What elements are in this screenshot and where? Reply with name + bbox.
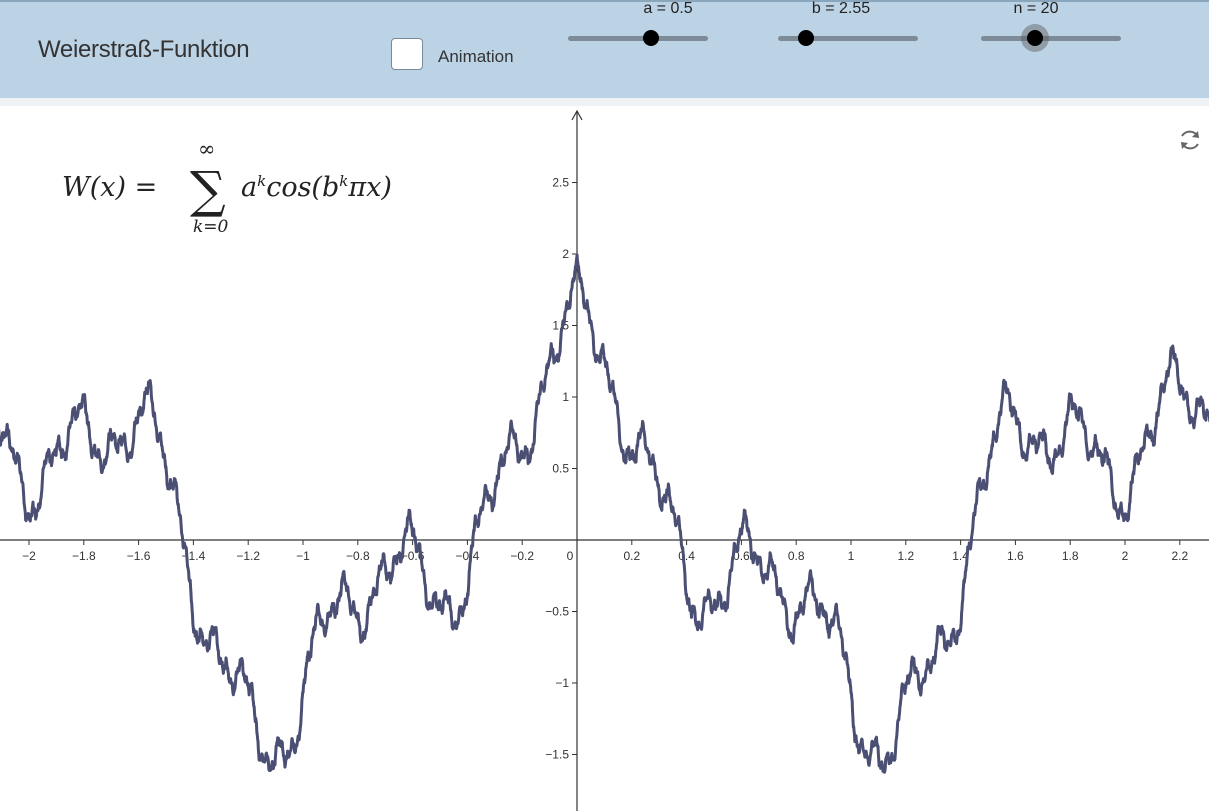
animation-label: Animation: [438, 47, 514, 66]
weierstrass-curve: [0, 253, 1209, 774]
sum-upper-limit: ∞: [198, 137, 216, 161]
y-axis-arrow: [571, 109, 583, 121]
term-cos: cos(b: [266, 172, 340, 203]
x-tick-label: 0.8: [788, 549, 805, 563]
y-tick-label: 2.5: [552, 176, 569, 190]
x-tick-label: −1: [296, 549, 310, 563]
slider-a-track[interactable]: [568, 36, 708, 41]
slider-a-label: a = 0.5: [643, 0, 693, 17]
slider-b[interactable]: b = 2.55: [778, 0, 918, 46]
toolbar: Weierstraß-Funktion Animation a = 0.5 b …: [0, 0, 1209, 98]
y-tick-label: −1: [555, 676, 569, 690]
x-tick-label: −1.6: [127, 549, 151, 563]
x-tick-label: 1.8: [1062, 549, 1079, 563]
sum-symbol: ∑: [190, 161, 226, 219]
toolbar-shadow: [0, 98, 1209, 106]
x-tick-label: −1.8: [72, 549, 96, 563]
term-a: a: [241, 172, 258, 203]
animation-checkbox[interactable]: [391, 38, 423, 70]
x-tick-label: 1.4: [952, 549, 969, 563]
x-tick-label: −0.4: [456, 549, 480, 563]
slider-n-label: n = 20: [1013, 0, 1059, 17]
x-tick-label: −2: [22, 549, 36, 563]
y-tick-label: −1.5: [545, 748, 569, 762]
slider-n-track[interactable]: [981, 36, 1121, 41]
x-tick-label: 0.4: [678, 549, 695, 563]
slider-n[interactable]: n = 20: [981, 0, 1121, 46]
refresh-icon[interactable]: [1176, 126, 1204, 154]
app-title: Weierstraß-Funktion: [38, 36, 250, 63]
x-tick-label: 0: [567, 549, 574, 563]
graphics-view[interactable]: −2 −1.8 −1.6 −1.4 −1.2 −1 −0.8 −0.6 −0.4 −0.2 0 0.2…: [0, 106, 1209, 811]
slider-a-knob[interactable]: [643, 30, 659, 46]
formula-lhs: W(x) =: [62, 172, 158, 203]
slider-b-knob[interactable]: [798, 30, 814, 46]
sum-lower-limit: k=0: [193, 217, 229, 237]
slider-n-knob[interactable]: [1027, 30, 1043, 46]
slider-a[interactable]: a = 0.5: [568, 0, 708, 46]
term-tail: πx): [348, 172, 392, 203]
x-tick-label: −0.6: [401, 549, 425, 563]
x-tick-label: 1.2: [897, 549, 914, 563]
y-tick-label: 2: [562, 247, 569, 261]
x-tick-label: −0.8: [346, 549, 370, 563]
x-tick-label: 2.2: [1171, 549, 1188, 563]
tick-marks: −2 −1.8 −1.6 −1.4 −1.2 −1 −0.8 −0.6 −0.4 −0.2 0 0.2…: [22, 176, 1188, 762]
x-tick-label: 0.2: [623, 549, 640, 563]
slider-b-label: b = 2.55: [811, 0, 871, 17]
x-tick-label: −0.2: [510, 549, 534, 563]
x-tick-label: −1.2: [236, 549, 260, 563]
formula-rhs: akcos(bkπx): [241, 172, 392, 203]
x-tick-label: 2: [1122, 549, 1129, 563]
term-exp-k: k: [257, 172, 267, 190]
x-tick-label: 1.6: [1007, 549, 1024, 563]
y-tick-label: 1: [562, 390, 569, 404]
term-exp-k2: k: [339, 172, 349, 190]
slider-b-track[interactable]: [778, 36, 918, 41]
x-tick-label: 1: [848, 549, 855, 563]
y-tick-label: 0.5: [552, 462, 569, 476]
axes: [0, 109, 1209, 811]
y-tick-label: −0.5: [545, 605, 569, 619]
